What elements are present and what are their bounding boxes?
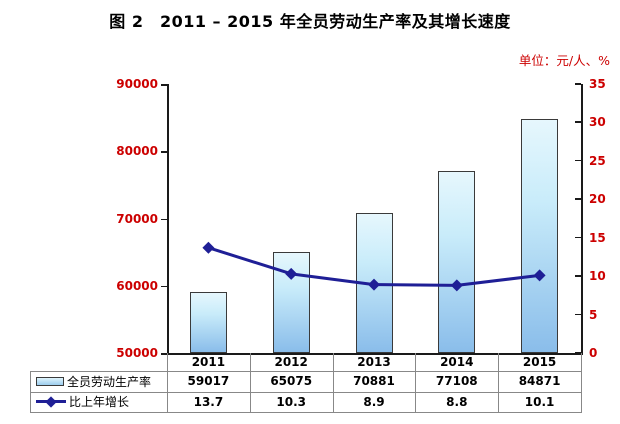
table-row-line <box>30 412 582 413</box>
line-marker-diamond <box>450 279 463 292</box>
right-axis-tick-label: 35 <box>589 77 606 91</box>
table-column-line <box>415 353 417 412</box>
table-column-line <box>167 353 168 412</box>
x-axis-year-label: 2013 <box>357 355 391 369</box>
x-axis-year-label: 2015 <box>522 355 557 369</box>
left-axis-tick <box>161 84 167 86</box>
line-series-label: 比上年增长 <box>69 395 130 410</box>
chart-title: 图 2 2011 – 2015 年全员劳动生产率及其增长速度 <box>109 12 511 31</box>
growth-value-cell: 8.9 <box>363 394 385 409</box>
legend-item-growth: 比上年增长 <box>36 392 165 413</box>
right-axis-tick <box>575 236 581 239</box>
table-column-line <box>249 353 251 412</box>
table-row-line <box>30 371 582 372</box>
legend-item-productivity: 全员劳动生产率 <box>36 371 165 392</box>
growth-value-cell: 13.7 <box>193 394 224 409</box>
bar <box>521 118 559 353</box>
bar <box>438 170 476 353</box>
right-y-axis-line <box>581 84 583 353</box>
right-axis-tick <box>575 275 581 277</box>
left-axis-tick-label: 80000 <box>116 144 158 159</box>
right-axis-tick <box>575 121 581 123</box>
right-axis-tick <box>575 313 581 316</box>
x-axis-year-label: 2012 <box>274 355 308 369</box>
left-axis-tick <box>161 151 167 153</box>
table-column-line <box>581 353 582 412</box>
left-y-axis-line <box>167 84 169 353</box>
left-axis-tick-label: 50000 <box>116 346 158 360</box>
left-axis-tick <box>161 353 167 355</box>
right-axis-tick-label: 10 <box>589 269 606 284</box>
growth-value-cell: 8.8 <box>446 394 468 409</box>
line-series-legend-icon <box>36 396 66 408</box>
growth-value-cell: 10.3 <box>276 394 306 409</box>
productivity-value-cell: 70881 <box>353 374 395 389</box>
x-axis-year-label: 2014 <box>440 355 474 369</box>
x-axis-year-label: 2011 <box>191 355 226 369</box>
right-axis-tick-label: 20 <box>589 192 606 207</box>
line-marker-diamond <box>285 267 298 280</box>
left-axis-tick <box>161 218 167 220</box>
unit-label: 单位：元/人、% <box>518 53 610 68</box>
table-column-line <box>332 353 334 412</box>
productivity-value-cell: 77108 <box>435 374 478 389</box>
bar-series-label: 全员劳动生产率 <box>67 374 152 389</box>
left-axis-tick-label: 60000 <box>116 278 158 293</box>
line-marker-diamond <box>202 241 215 254</box>
plot-area <box>167 84 581 353</box>
left-axis-tick-label: 70000 <box>116 211 158 226</box>
growth-line-series <box>202 241 546 292</box>
right-axis-tick-label: 5 <box>589 307 598 322</box>
right-axis-tick <box>575 83 581 85</box>
bar <box>189 292 227 353</box>
productivity-value-cell: 84871 <box>518 374 561 389</box>
left-axis-tick-label: 90000 <box>116 77 158 91</box>
productivity-value-cell: 59017 <box>187 374 230 389</box>
right-axis-tick-label: 15 <box>589 230 606 245</box>
left-axis-tick <box>161 285 167 288</box>
line-marker-diamond <box>368 278 380 291</box>
right-axis-tick <box>575 159 581 162</box>
line-marker-diamond <box>533 269 546 282</box>
table-row-line <box>30 391 582 393</box>
productivity-value-cell: 65075 <box>270 374 313 389</box>
right-axis-tick-label: 25 <box>589 153 606 168</box>
right-axis-tick-label: 30 <box>589 115 606 130</box>
right-axis-tick <box>575 352 581 354</box>
right-axis-tick <box>575 198 581 200</box>
table-column-line <box>498 353 500 412</box>
right-axis-tick-label: 0 <box>589 346 598 360</box>
growth-value-cell: 10.1 <box>524 394 555 409</box>
bar-series-legend-icon <box>36 376 64 386</box>
x-axis-line <box>167 353 583 355</box>
